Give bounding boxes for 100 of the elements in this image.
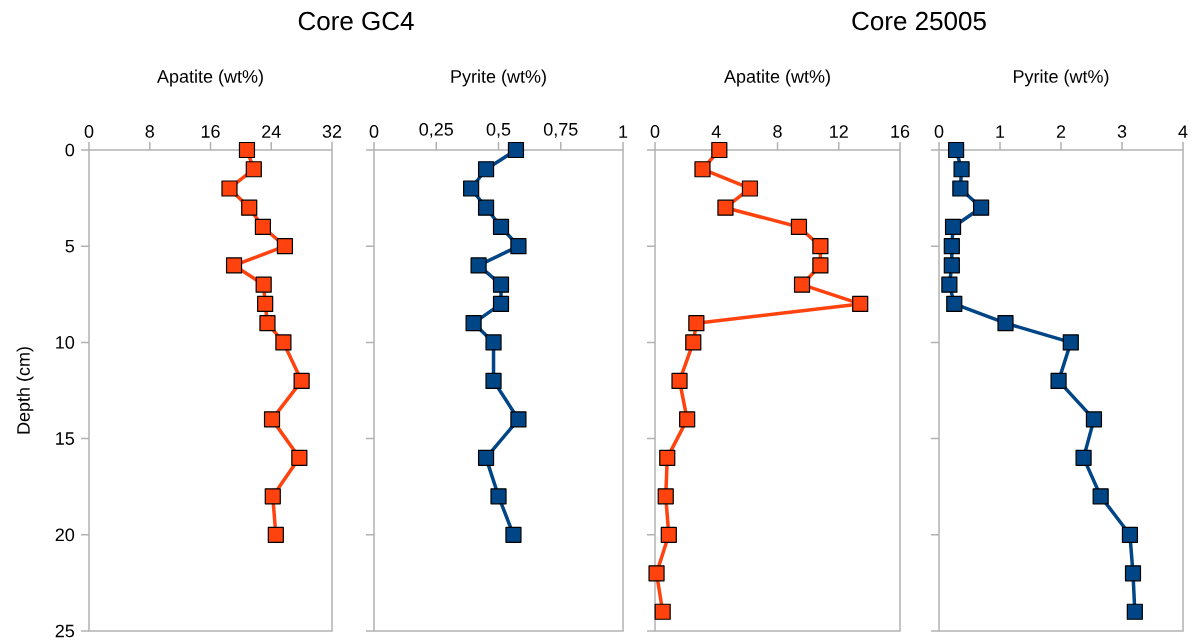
point [659,449,676,466]
point [812,238,829,255]
y-tick-label: 5 [65,239,75,253]
point [507,141,525,159]
point [267,526,284,543]
point [711,141,728,159]
point [275,334,292,351]
point [293,372,310,389]
point [852,295,869,313]
point [245,161,262,178]
point [1121,526,1139,543]
point [812,257,829,274]
point [648,565,665,582]
point [255,276,272,293]
point [225,257,243,274]
chart-title: Core 25005 [852,11,986,31]
chart-title: Core GC4 [298,11,414,31]
x-tick-label: 0,75 [543,122,578,138]
x-tick-label: 0,5 [486,122,511,138]
x-tick-label: 24 [262,125,281,138]
point [694,161,711,178]
x-tick-label: 0 [84,125,94,138]
point [492,276,510,293]
y-tick-label: 25 [55,624,75,638]
point [485,334,502,351]
x-tick-label: 3 [1117,125,1127,138]
point [685,334,702,351]
point [741,180,759,197]
point [946,295,963,313]
point [477,199,495,216]
point [1092,488,1109,505]
point [510,238,527,255]
point [259,315,276,332]
point [264,488,281,505]
point [276,238,294,255]
point [952,180,969,197]
point [943,238,960,255]
point [221,180,238,197]
point [997,315,1014,332]
point [941,276,958,293]
x-tick-label: 16 [201,125,220,138]
point [291,449,308,466]
x-tick-label: 8 [773,125,782,138]
x-tick-label: 1 [996,125,1005,138]
point [470,257,487,274]
point [492,295,510,313]
point [1050,372,1067,389]
y-tick-label: 20 [55,528,75,542]
point [688,315,705,332]
y-axis-title: Depth (cm) [16,347,34,434]
point [657,488,674,505]
point [477,161,495,178]
x-axis-title: Apatite (wt%) [157,69,263,87]
x-axis-title: Pyrite (wt%) [451,69,546,87]
x-tick-label: 16 [891,125,910,138]
x-tick-label: 4 [1178,125,1188,138]
point [671,372,688,389]
point [943,257,960,274]
x-tick-label: 8 [145,125,154,138]
x-axis-title: Apatite (wt%) [724,69,830,87]
x-tick-label: 32 [322,125,342,138]
point [953,161,970,178]
point [944,218,962,236]
point [238,141,256,159]
x-tick-label: 0,25 [419,122,454,138]
point [1075,449,1092,466]
point [490,488,507,505]
x-tick-label: 0 [369,125,379,138]
point [1124,565,1142,582]
x-tick-label: 2 [1056,125,1066,138]
x-tick-label: 0 [934,125,944,138]
x-tick-label: 0 [650,125,660,138]
point [465,315,482,332]
point [1062,334,1079,351]
point [679,411,696,428]
point [241,199,258,216]
point [254,218,272,236]
y-tick-label: 0 [65,143,75,157]
point [660,526,677,543]
point [492,218,510,236]
y-tick-label: 15 [56,432,75,445]
point [477,449,495,466]
point [654,603,671,620]
point [973,199,990,216]
point [485,372,502,389]
x-tick-label: 1 [619,125,628,138]
point [1126,603,1143,620]
point [510,411,527,428]
point [793,276,811,293]
point [463,180,480,197]
x-tick-label: 12 [830,125,848,138]
point [257,295,274,313]
x-axis-title: Pyrite (wt%) [1013,69,1109,87]
point [790,218,808,236]
y-tick-label: 10 [56,336,75,349]
point [717,199,734,216]
point [505,526,522,543]
point [947,141,965,159]
x-tick-label: 4 [711,125,721,138]
point [1085,411,1103,428]
